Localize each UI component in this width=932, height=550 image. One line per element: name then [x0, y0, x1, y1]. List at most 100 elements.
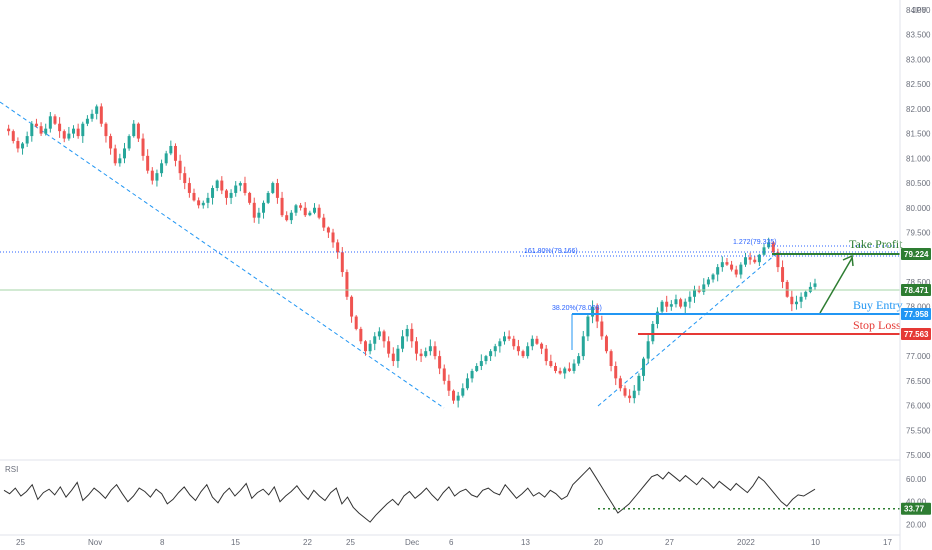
candle-body — [433, 346, 437, 357]
candle-body — [396, 348, 400, 362]
candle-body — [679, 299, 683, 307]
candle-body — [322, 217, 326, 228]
candle-body — [808, 286, 812, 292]
candle-body — [248, 192, 252, 203]
x-tick-label: Nov — [88, 538, 102, 547]
rsi-badge: 33.77 — [904, 505, 925, 514]
candle-body — [312, 207, 316, 213]
candle-body — [776, 252, 780, 268]
candle-body — [720, 262, 724, 268]
target-arrow-head — [842, 254, 854, 267]
candle-body — [799, 296, 803, 302]
candle-body — [785, 281, 789, 297]
rsi-badge-bg — [901, 502, 931, 515]
candle-body — [354, 316, 358, 329]
candle-body — [280, 197, 284, 216]
trendlines — [0, 101, 777, 409]
candle-body — [507, 336, 511, 339]
candle-body — [549, 361, 553, 366]
candle-body — [669, 304, 673, 307]
candle-body — [614, 366, 618, 379]
candle-body — [516, 346, 520, 352]
rsi-tick-label: 20.00 — [906, 520, 927, 529]
candle-body — [81, 123, 85, 137]
candle-body — [187, 183, 191, 193]
x-tick-label: 2022 — [737, 538, 755, 547]
candle-body — [447, 380, 451, 391]
candle-body — [813, 283, 817, 287]
y-tick-label: 80.500 — [906, 179, 931, 188]
candle-body — [781, 267, 785, 282]
candle-body — [229, 192, 233, 198]
candle-body — [804, 291, 808, 297]
candle-body — [419, 353, 423, 357]
x-tick-label: 20 — [594, 538, 603, 547]
candle-body — [72, 128, 76, 134]
y-tick-label: 84.000 — [906, 6, 931, 15]
candle-body — [289, 212, 293, 221]
candle-body — [76, 128, 80, 137]
candle-body — [34, 123, 38, 127]
candle-body — [368, 343, 372, 352]
y-tick-label: 82.500 — [906, 80, 931, 89]
candle-body — [794, 301, 798, 305]
candle-body — [771, 242, 775, 253]
candle-body — [553, 366, 557, 371]
candle-body — [183, 173, 187, 184]
take-profit-label: Take Profit — [849, 237, 903, 251]
candle-body — [104, 123, 108, 137]
candle-body — [572, 363, 576, 371]
candles — [7, 103, 817, 408]
candle-body — [465, 378, 469, 389]
x-tick-label: 8 — [160, 538, 165, 547]
candle-body — [294, 205, 298, 213]
candle-body — [730, 264, 734, 270]
downtrend-line — [0, 101, 445, 409]
candle-body — [7, 128, 11, 132]
candle-body — [206, 197, 210, 203]
candle-body — [285, 215, 289, 221]
candle-body — [642, 358, 646, 376]
candle-body — [113, 148, 117, 164]
candle-body — [350, 296, 354, 317]
x-tick-label: 17 — [883, 538, 892, 547]
current-price-badge: 78.471 — [904, 286, 929, 295]
y-tick-label: 78.000 — [906, 303, 931, 312]
candle-body — [391, 353, 395, 362]
candle-body — [326, 227, 330, 233]
candle-body — [401, 336, 405, 349]
candle-body — [646, 341, 650, 359]
candle-body — [62, 131, 66, 139]
candle-body — [109, 136, 113, 149]
rsi-tick-label: 40.00 — [906, 498, 927, 507]
candle-body — [414, 341, 418, 354]
candle-body — [48, 116, 52, 129]
candle-body — [767, 242, 771, 248]
price-axis[interactable]: 84.000 83.500 83.000 82.500 82.000 81.500 81.0… — [899, 0, 931, 550]
candle-body — [377, 331, 381, 337]
time-axis[interactable]: 25 Nov 8 15 22 25 Dec 6 13 20 27 2022 10 17 — [0, 534, 900, 547]
candle-body — [387, 341, 391, 354]
candle-body — [581, 336, 585, 357]
candle-body — [234, 185, 238, 193]
candle-body — [122, 148, 126, 159]
candle-body — [493, 346, 497, 352]
candle-body — [299, 205, 303, 208]
candle-body — [739, 264, 743, 275]
candle-body — [637, 375, 641, 391]
candle-body — [623, 388, 627, 396]
x-tick-label: 22 — [303, 538, 312, 547]
candle-body — [141, 138, 145, 156]
candle-body — [173, 145, 177, 161]
candle-body — [67, 133, 71, 139]
candle-body — [512, 338, 516, 347]
candle-body — [609, 351, 613, 366]
fib-127-label: 1.272(79.335) — [733, 239, 777, 246]
candle-body — [169, 145, 173, 154]
candle-body — [30, 123, 34, 137]
candle-body — [201, 202, 205, 206]
candle-body — [475, 366, 479, 371]
candle-body — [146, 155, 150, 171]
